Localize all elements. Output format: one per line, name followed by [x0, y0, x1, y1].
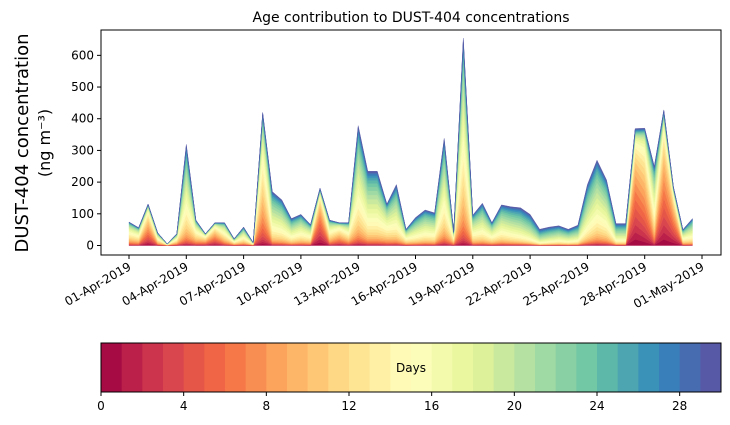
- colorbar-bin: [597, 343, 619, 392]
- chart-title: Age contribution to DUST-404 concentrati…: [253, 10, 570, 26]
- colorbar-bin: [204, 343, 226, 392]
- y-tick-label: 0: [86, 238, 94, 252]
- colorbar-bin: [473, 343, 495, 392]
- colorbar-bin: [431, 343, 453, 392]
- y-tick-label: 300: [71, 143, 94, 157]
- x-axis: 01-Apr-201904-Apr-201907-Apr-201910-Apr-…: [62, 255, 707, 311]
- colorbar-bin: [679, 343, 701, 392]
- y-tick-label: 100: [71, 207, 94, 221]
- stacked-area-layers: [128, 38, 693, 246]
- colorbar-bin: [163, 343, 185, 392]
- colorbar-bin: [287, 343, 309, 392]
- colorbar-bin: [638, 343, 660, 392]
- colorbar-tick-label: 4: [180, 399, 188, 413]
- colorbar-bin: [266, 343, 288, 392]
- y-tick-label: 500: [71, 80, 94, 94]
- colorbar-tick-label: 0: [97, 399, 105, 413]
- colorbar: [101, 343, 722, 392]
- colorbar-frame: [100, 342, 722, 393]
- colorbar-bin: [245, 343, 267, 392]
- colorbar-bin: [328, 343, 350, 392]
- colorbar-bin: [142, 343, 164, 392]
- y-tick-label: 200: [71, 175, 94, 189]
- colorbar-tick-label: 16: [424, 399, 439, 413]
- y-axis: 0 100 200 300 400 500 600: [71, 48, 101, 252]
- colorbar-bin: [411, 343, 433, 392]
- plot-frame: [100, 29, 722, 256]
- colorbar-tick-label: 24: [589, 399, 604, 413]
- colorbar-bin: [535, 343, 557, 392]
- colorbar-bin: [225, 343, 247, 392]
- colorbar-ticks: 0 4 8 12 16 20 24 28: [97, 392, 687, 413]
- y-tick-label: 400: [71, 112, 94, 126]
- colorbar-bin: [390, 343, 412, 392]
- colorbar-tick-label: 28: [672, 399, 687, 413]
- age-layer-day-29: [128, 38, 693, 245]
- colorbar-bin: [555, 343, 577, 392]
- colorbar-bin: [617, 343, 639, 392]
- colorbar-label: Days: [396, 361, 426, 375]
- colorbar-bin: [101, 343, 123, 392]
- colorbar-bin: [514, 343, 536, 392]
- colorbar-tick-label: 12: [341, 399, 356, 413]
- y-tick-label: 600: [71, 48, 94, 62]
- colorbar-bin: [369, 343, 391, 392]
- colorbar-bin: [700, 343, 722, 392]
- colorbar-bin: [307, 343, 329, 392]
- colorbar-bin: [183, 343, 205, 392]
- colorbar-bin: [121, 343, 143, 392]
- colorbar-bin: [493, 343, 515, 392]
- colorbar-tick-label: 8: [263, 399, 271, 413]
- colorbar-bin: [452, 343, 474, 392]
- colorbar-bin: [349, 343, 371, 392]
- colorbar-tick-label: 20: [507, 399, 522, 413]
- y-axis-unit-label: (ng m⁻³): [35, 109, 54, 177]
- colorbar-bin: [659, 343, 681, 392]
- y-axis-label: DUST-404 concentration: [12, 33, 33, 252]
- colorbar-bin: [576, 343, 598, 392]
